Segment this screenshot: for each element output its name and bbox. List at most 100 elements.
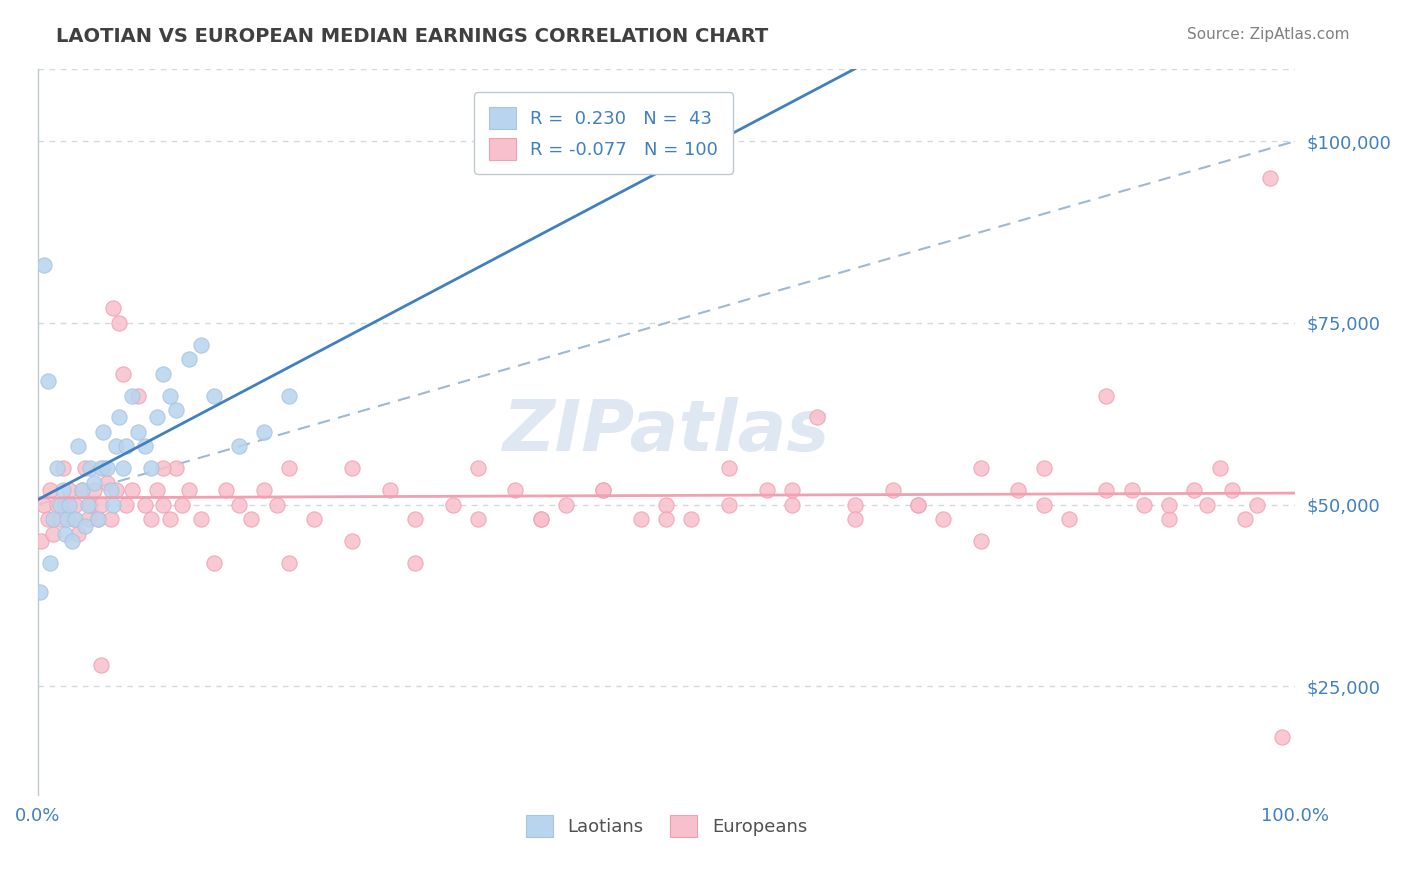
Laotians: [91, 425, 114, 439]
Europeans: [378, 483, 401, 497]
Laotians: [134, 440, 156, 454]
Europeans: [1271, 731, 1294, 745]
Europeans: [969, 533, 991, 548]
Europeans: [53, 498, 76, 512]
Europeans: [1159, 512, 1181, 526]
Europeans: [70, 483, 93, 497]
Laotians: [87, 512, 110, 526]
Laotians: [228, 440, 250, 454]
Laotians: [121, 389, 143, 403]
Laotians: [83, 475, 105, 490]
Europeans: [90, 498, 112, 512]
Europeans: [52, 461, 75, 475]
Laotians: [32, 258, 55, 272]
Europeans: [592, 483, 614, 497]
Europeans: [39, 483, 62, 497]
Laotians: [152, 367, 174, 381]
Laotians: [37, 374, 59, 388]
Text: Source: ZipAtlas.com: Source: ZipAtlas.com: [1187, 27, 1350, 42]
Laotians: [66, 440, 89, 454]
Europeans: [1195, 498, 1218, 512]
Europeans: [87, 512, 110, 526]
Europeans: [1220, 483, 1243, 497]
Europeans: [139, 512, 162, 526]
Europeans: [1032, 498, 1054, 512]
Laotians: [104, 440, 127, 454]
Europeans: [780, 483, 803, 497]
Europeans: [1233, 512, 1256, 526]
Europeans: [1258, 170, 1281, 185]
Europeans: [1007, 483, 1029, 497]
Laotians: [58, 498, 80, 512]
Europeans: [32, 498, 55, 512]
Laotians: [139, 461, 162, 475]
Europeans: [467, 461, 489, 475]
Laotians: [90, 461, 112, 475]
Europeans: [177, 483, 200, 497]
Laotians: [49, 498, 72, 512]
Europeans: [75, 461, 97, 475]
Europeans: [96, 475, 118, 490]
Europeans: [304, 512, 326, 526]
Europeans: [83, 483, 105, 497]
Europeans: [152, 461, 174, 475]
Europeans: [681, 512, 703, 526]
Europeans: [253, 483, 276, 497]
Europeans: [49, 512, 72, 526]
Europeans: [404, 512, 426, 526]
Legend: Laotians, Europeans: Laotians, Europeans: [519, 808, 814, 845]
Europeans: [278, 556, 301, 570]
Europeans: [630, 512, 652, 526]
Europeans: [505, 483, 527, 497]
Europeans: [190, 512, 212, 526]
Europeans: [1095, 483, 1118, 497]
Laotians: [177, 352, 200, 367]
Europeans: [467, 512, 489, 526]
Europeans: [340, 533, 363, 548]
Laotians: [159, 389, 181, 403]
Europeans: [112, 367, 135, 381]
Laotians: [75, 519, 97, 533]
Laotians: [52, 483, 75, 497]
Europeans: [90, 657, 112, 672]
Text: ZIPatlas: ZIPatlas: [503, 398, 830, 467]
Europeans: [780, 498, 803, 512]
Europeans: [228, 498, 250, 512]
Europeans: [104, 483, 127, 497]
Europeans: [91, 461, 114, 475]
Europeans: [266, 498, 288, 512]
Europeans: [844, 512, 866, 526]
Europeans: [441, 498, 464, 512]
Europeans: [655, 498, 678, 512]
Text: LAOTIAN VS EUROPEAN MEDIAN EARNINGS CORRELATION CHART: LAOTIAN VS EUROPEAN MEDIAN EARNINGS CORR…: [56, 27, 769, 45]
Laotians: [114, 440, 136, 454]
Europeans: [172, 498, 194, 512]
Europeans: [108, 316, 131, 330]
Europeans: [30, 533, 52, 548]
Europeans: [340, 461, 363, 475]
Europeans: [77, 512, 100, 526]
Laotians: [60, 533, 83, 548]
Europeans: [1159, 498, 1181, 512]
Laotians: [278, 389, 301, 403]
Laotians: [127, 425, 149, 439]
Europeans: [42, 526, 65, 541]
Europeans: [1032, 461, 1054, 475]
Europeans: [121, 483, 143, 497]
Europeans: [844, 498, 866, 512]
Europeans: [554, 498, 576, 512]
Europeans: [159, 512, 181, 526]
Europeans: [718, 461, 741, 475]
Europeans: [1133, 498, 1156, 512]
Europeans: [114, 498, 136, 512]
Europeans: [100, 512, 122, 526]
Europeans: [215, 483, 238, 497]
Europeans: [65, 498, 87, 512]
Laotians: [96, 461, 118, 475]
Europeans: [1246, 498, 1268, 512]
Europeans: [62, 512, 84, 526]
Laotians: [45, 461, 67, 475]
Europeans: [79, 498, 101, 512]
Laotians: [100, 483, 122, 497]
Europeans: [592, 483, 614, 497]
